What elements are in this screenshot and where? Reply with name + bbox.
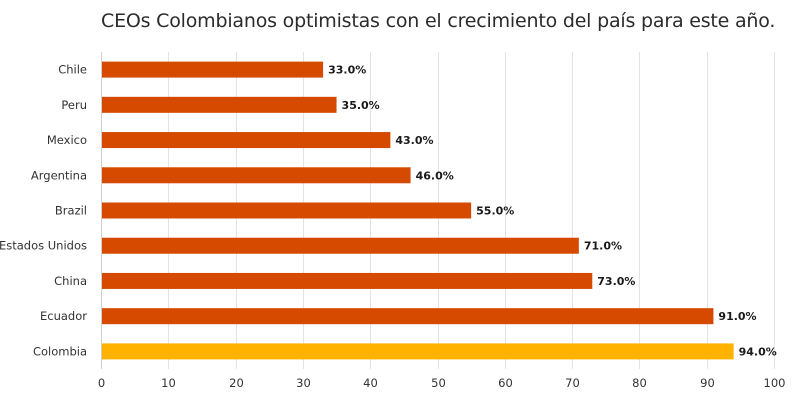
data-label-mexico: 43.0% [395,134,433,147]
x-tick-label-100: 100 [764,376,786,390]
category-label-estados-unidos: Estados Unidos [0,239,87,253]
x-tick-label-50: 50 [431,376,446,390]
bar-china [102,272,593,289]
data-label-brazil: 55.0% [476,205,514,218]
bar-peru [102,96,337,113]
chart-title: CEOs Colombianos optimistas con el creci… [101,10,776,32]
bar-estados-unidos [102,237,579,254]
category-label-china: China [54,274,87,288]
data-label-estados-unidos: 71.0% [584,240,622,253]
category-label-colombia: Colombia [33,344,87,358]
x-tick-label-20: 20 [229,376,244,390]
data-label-ecuador: 91.0% [718,310,756,323]
bar-colombia [102,343,734,360]
category-label-peru: Peru [61,98,87,112]
bar-chile [102,61,324,78]
category-label-ecuador: Ecuador [40,309,87,323]
category-label-mexico: Mexico [47,133,87,147]
bar-argentina [102,167,411,184]
x-tick-label-90: 90 [700,376,715,390]
bar-brazil [102,202,472,219]
data-label-peru: 35.0% [342,99,380,112]
data-label-colombia: 94.0% [739,345,777,358]
x-tick-label-0: 0 [98,376,105,390]
x-tick-label-60: 60 [498,376,513,390]
bar-mexico [102,132,391,149]
x-tick-label-70: 70 [565,376,580,390]
x-tick-label-40: 40 [363,376,378,390]
data-label-china: 73.0% [597,275,635,288]
data-label-argentina: 46.0% [416,169,454,182]
bar-ecuador [102,308,714,325]
category-label-argentina: Argentina [31,168,87,182]
x-tick-label-30: 30 [296,376,311,390]
category-label-chile: Chile [58,63,87,77]
data-label-chile: 33.0% [328,64,366,77]
x-tick-label-80: 80 [632,376,647,390]
x-tick-label-10: 10 [161,376,176,390]
category-label-brazil: Brazil [55,204,87,218]
